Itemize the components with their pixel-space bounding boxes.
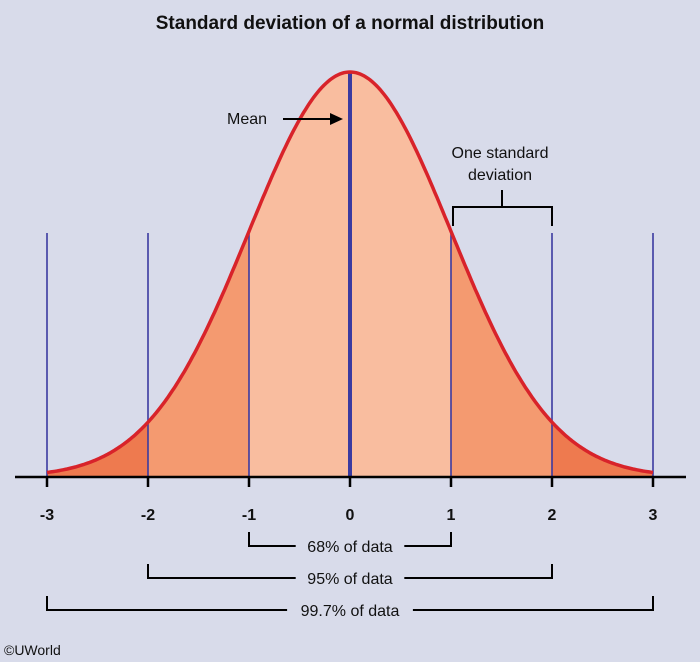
range-label: 95% of data	[307, 571, 393, 588]
copyright-text: ©UWorld	[4, 642, 61, 658]
mean-arrow-head	[330, 113, 343, 125]
diagram-title: Standard deviation of a normal distribut…	[156, 13, 544, 34]
tick-label: -3	[40, 507, 54, 524]
range-label: 99.7% of data	[301, 603, 400, 620]
one-sd-label-line1: One standard	[452, 145, 549, 162]
sd-lines	[46, 233, 654, 477]
tick-label: -2	[141, 507, 155, 524]
range-label: 68% of data	[307, 539, 393, 556]
tick-label: -1	[242, 507, 256, 524]
range-label-background	[295, 537, 405, 555]
tick-label: 2	[548, 507, 557, 524]
tick-label: 0	[346, 507, 355, 524]
tick-label: 3	[649, 507, 658, 524]
one-sd-bracket	[452, 190, 553, 226]
tick-label: 1	[447, 507, 456, 524]
x-axis-ticks: -3 -2 -1 0 1 2 3	[40, 477, 658, 524]
range-label-background	[295, 569, 405, 587]
bell-curve	[46, 70, 654, 475]
one-sd-label-line2: deviation	[468, 167, 532, 184]
range-label-background	[287, 601, 413, 619]
mean-label: Mean	[227, 111, 267, 128]
range-brackets: 68% of data 95% of data 99.7% of data	[46, 532, 654, 620]
